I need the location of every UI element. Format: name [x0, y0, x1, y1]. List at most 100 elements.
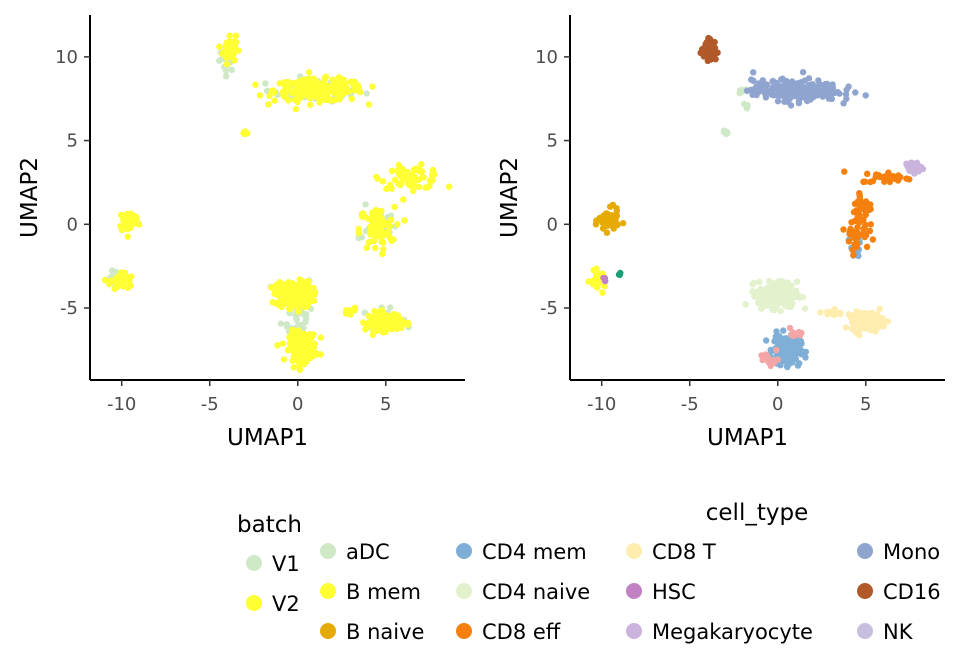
series-cd8-t: [817, 305, 892, 339]
data-point: [869, 177, 877, 185]
data-point: [834, 88, 841, 96]
legend-entry: B mem: [320, 580, 421, 604]
data-point: [226, 52, 234, 59]
data-point: [769, 78, 776, 85]
series-v1: [103, 43, 412, 350]
data-point: [807, 93, 814, 100]
x-tick-label: 0: [772, 394, 783, 415]
legend-key: [456, 623, 472, 639]
data-point: [383, 319, 390, 327]
data-point: [378, 238, 385, 246]
data-point: [336, 93, 343, 100]
data-point: [743, 87, 751, 95]
data-point: [271, 299, 278, 307]
legend-entry: CD8 eff: [456, 620, 561, 644]
data-point: [118, 278, 125, 285]
series-cd16: [697, 34, 721, 65]
series-mono: [743, 69, 869, 109]
data-point: [302, 86, 309, 93]
data-point: [763, 300, 771, 307]
data-point: [893, 174, 900, 181]
data-point: [369, 211, 376, 218]
data-point: [869, 236, 877, 243]
data-point: [294, 282, 301, 289]
y-tick-label: 0: [547, 214, 558, 235]
legend-entry: B naive: [320, 620, 424, 644]
data-point: [702, 45, 709, 52]
legend-key: [626, 623, 642, 639]
data-point: [840, 226, 847, 233]
data-point: [854, 231, 862, 238]
data-point: [780, 327, 787, 334]
data-point: [379, 228, 386, 235]
data-point: [112, 280, 120, 287]
data-point: [418, 161, 425, 168]
legend-entry: CD8 T: [626, 540, 716, 564]
data-point: [771, 338, 778, 345]
data-point: [264, 87, 271, 95]
data-point: [769, 84, 776, 91]
data-point: [292, 105, 300, 113]
data-point: [777, 76, 785, 83]
data-point: [884, 318, 892, 325]
data-point: [370, 237, 378, 245]
data-point: [853, 240, 860, 247]
data-point: [124, 284, 132, 291]
cell-type-legend: cell_type aDC B mem B naive CD4 mem CD4 naiv…: [320, 500, 941, 644]
data-point: [231, 37, 238, 45]
axes: -10 -5 0 5 -5 0 5 10 UMAP1 UMAP2: [497, 15, 945, 451]
data-point: [445, 183, 453, 190]
data-point: [373, 173, 380, 181]
data-point: [802, 348, 810, 356]
data-point: [415, 183, 422, 191]
data-point: [856, 332, 863, 339]
data-point: [845, 238, 853, 245]
data-point: [759, 356, 766, 364]
data-point: [613, 207, 620, 215]
y-tick-label: -5: [540, 298, 558, 319]
cell-type-legend-title: cell_type: [706, 500, 808, 526]
data-point: [359, 213, 366, 220]
data-point: [371, 313, 379, 320]
data-point: [231, 43, 238, 50]
data-point: [617, 269, 624, 277]
data-point: [300, 336, 307, 343]
x-tick-label: -10: [587, 394, 616, 415]
data-point: [391, 203, 398, 211]
data-point: [305, 69, 313, 76]
data-point: [295, 308, 302, 315]
data-point: [861, 224, 868, 231]
data-point: [220, 48, 228, 56]
data-point: [292, 340, 300, 347]
data-point: [317, 351, 324, 358]
data-point: [802, 354, 809, 361]
data-point: [410, 187, 417, 194]
data-point: [842, 324, 850, 331]
data-point: [311, 349, 318, 356]
x-tick-label: 5: [380, 394, 391, 415]
data-point: [878, 316, 886, 324]
data-point: [317, 334, 324, 341]
data-point: [604, 210, 611, 217]
data-point: [788, 332, 795, 339]
data-point: [387, 216, 395, 224]
data-point: [585, 278, 592, 285]
data-point: [368, 217, 376, 224]
series-megakaryocyte: [903, 159, 927, 177]
data-point: [758, 305, 766, 312]
data-point: [216, 43, 223, 50]
y-axis-title: UMAP2: [17, 157, 43, 238]
data-point: [348, 95, 355, 103]
data-point: [860, 321, 868, 328]
series-b-naive: [592, 201, 627, 236]
data-point: [749, 288, 756, 295]
legend-label: Mono: [883, 540, 940, 564]
data-point: [868, 313, 876, 321]
data-point: [296, 94, 304, 102]
data-point: [796, 91, 803, 99]
data-point: [316, 90, 323, 98]
data-point: [340, 76, 347, 84]
legend-key: [857, 543, 873, 559]
data-point: [400, 196, 407, 203]
data-point: [305, 278, 312, 285]
